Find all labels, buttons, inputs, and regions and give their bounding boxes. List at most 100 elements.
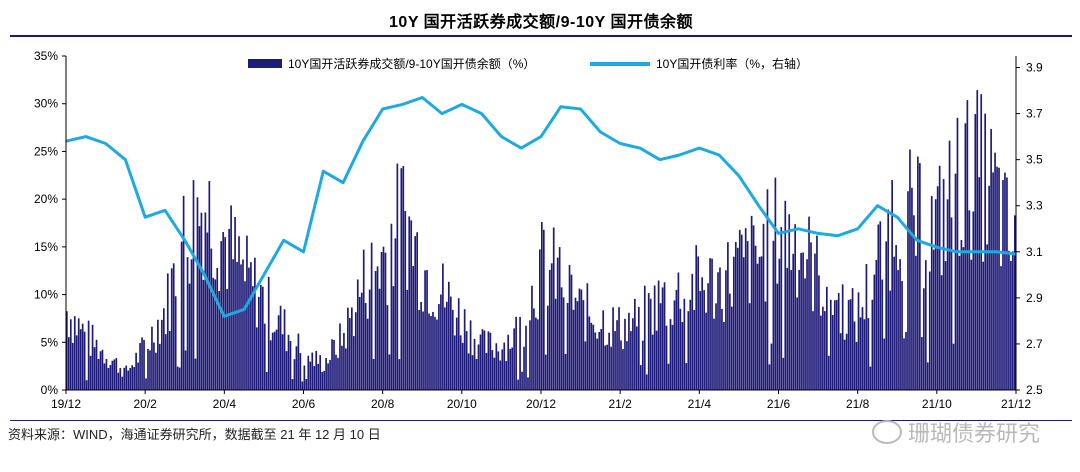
data-bar <box>232 259 234 390</box>
data-bar <box>398 359 401 390</box>
data-bar <box>66 311 68 390</box>
data-bar <box>586 283 589 390</box>
data-bar <box>313 366 316 390</box>
data-bar <box>731 306 733 390</box>
y-right-tick-label: 3.7 <box>1026 107 1043 121</box>
data-bar <box>764 301 767 390</box>
data-bar <box>956 117 959 390</box>
data-bar <box>948 140 951 390</box>
data-bar <box>89 355 92 390</box>
data-bar <box>689 299 692 390</box>
data-bar <box>643 285 646 390</box>
data-bar <box>940 275 943 390</box>
data-bar <box>574 297 577 390</box>
data-bar <box>267 276 270 390</box>
data-bar <box>234 216 236 390</box>
data-bar <box>87 320 90 390</box>
data-bar <box>1000 266 1002 390</box>
data-bar <box>907 191 909 390</box>
data-bar <box>905 331 907 390</box>
data-bar <box>980 94 983 390</box>
data-bar <box>1008 250 1010 390</box>
data-bar <box>786 267 789 390</box>
x-tick-label: 20/2 <box>133 397 157 411</box>
data-bar <box>182 195 185 390</box>
data-bar <box>533 308 535 390</box>
data-bar <box>129 368 132 390</box>
data-bar <box>596 338 599 390</box>
data-bar <box>473 338 476 390</box>
data-bar <box>527 377 529 390</box>
data-bar <box>616 320 618 390</box>
data-bar <box>612 307 614 390</box>
data-bar <box>172 263 175 390</box>
data-bar <box>843 339 846 390</box>
data-bar <box>139 343 141 390</box>
data-bar <box>542 229 545 390</box>
data-bar <box>426 270 428 390</box>
data-bar <box>67 337 70 390</box>
data-bar <box>978 177 981 390</box>
data-bar <box>105 359 108 390</box>
data-bar <box>71 342 74 390</box>
data-bar <box>337 357 339 390</box>
data-bar <box>768 364 771 390</box>
data-bar <box>400 168 403 390</box>
x-tick-label: 20/6 <box>292 397 316 411</box>
data-bar <box>909 149 911 390</box>
data-bar <box>202 279 205 390</box>
data-bar <box>887 209 890 390</box>
data-bar <box>776 283 779 390</box>
data-bar <box>790 269 793 390</box>
data-bar <box>273 331 276 390</box>
data-bar <box>374 271 377 390</box>
data-bar <box>558 247 561 390</box>
data-bar <box>386 305 389 390</box>
data-bar <box>645 374 648 390</box>
data-bar <box>380 252 383 390</box>
data-bar <box>622 349 624 390</box>
data-bar <box>246 235 248 390</box>
data-bar <box>501 349 504 390</box>
data-bar <box>513 328 515 390</box>
data-bar <box>416 232 418 390</box>
data-bar <box>535 317 537 390</box>
data-bar <box>420 301 422 390</box>
data-bar <box>679 308 682 390</box>
data-bar <box>725 270 727 390</box>
data-bar <box>107 367 110 390</box>
data-bar <box>990 128 992 390</box>
data-bar <box>85 380 88 390</box>
data-bar <box>734 241 737 390</box>
data-bar <box>570 274 573 390</box>
data-bar <box>192 180 195 390</box>
data-bar <box>469 320 472 390</box>
data-bar <box>869 366 872 390</box>
data-bar <box>236 262 238 390</box>
data-bar <box>833 300 836 390</box>
data-bar <box>311 352 314 390</box>
data-bar <box>604 345 607 390</box>
data-bar <box>95 339 98 390</box>
data-bar <box>550 263 553 390</box>
data-bar <box>653 285 656 390</box>
y-right-tick-label: 3.9 <box>1026 61 1043 75</box>
data-bar <box>934 199 937 390</box>
data-bar <box>903 338 905 390</box>
data-bar <box>329 359 331 390</box>
data-bar <box>831 315 834 390</box>
data-bar <box>471 355 474 390</box>
data-bar <box>998 167 1000 390</box>
data-bar <box>610 346 612 390</box>
data-bar <box>742 257 745 390</box>
data-bar <box>697 256 700 390</box>
data-bar <box>814 253 816 390</box>
data-bar <box>101 349 104 390</box>
data-bar <box>259 284 262 390</box>
data-bar <box>578 288 581 390</box>
data-bar <box>867 318 870 390</box>
data-bar <box>297 333 300 390</box>
data-bar <box>331 339 333 390</box>
data-bar <box>461 342 464 390</box>
data-bar <box>489 332 492 390</box>
